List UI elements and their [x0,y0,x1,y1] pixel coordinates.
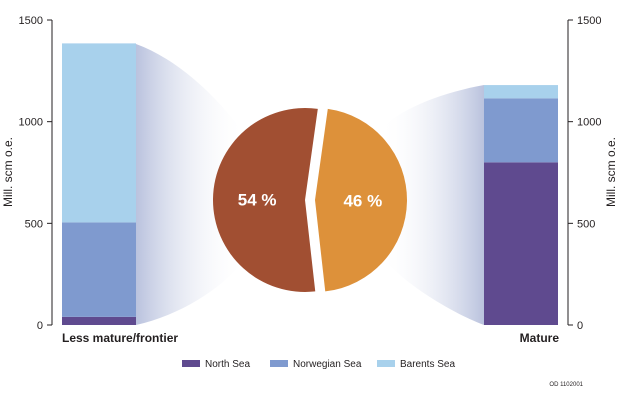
pie-label-54: 54 % [238,190,277,209]
tick-label-left: 500 [25,218,43,230]
bar-segment-norwegian-sea-mature [484,98,558,163]
y-axis-label-left: Mill. scm o.e. [1,137,15,207]
bar-segment-barents-sea-less-mature [62,43,136,223]
legend-label-norwegian-sea: Norwegian Sea [293,359,362,370]
bar-segment-north-sea-less-mature [62,316,136,325]
legend-swatch-norwegian-sea [270,360,288,367]
tick-label-right: 1500 [577,15,601,27]
pie-slice-54 [212,108,318,292]
category-label-right: Mature [520,331,560,345]
pie-label-46: 46 % [343,192,382,211]
tick-label-left: 1000 [19,117,43,129]
stacked-bars [62,43,558,325]
right-axis: 0 500 1000 1500 [567,15,601,332]
category-label-left: Less mature/frontier [62,331,178,345]
funnel-left [136,44,245,325]
pie: 54 % 46 % [212,108,407,292]
funnel-right [380,85,484,325]
bar-segment-norwegian-sea-less-mature [62,222,136,317]
bar-segment-north-sea-mature [484,162,558,325]
tick-label-left: 0 [37,320,43,332]
y-axis-label-right: Mill. scm o.e. [604,137,618,207]
figure-code: OD 1102001 [549,382,583,388]
legend-swatch-barents-sea [377,360,395,367]
legend-label-barents-sea: Barents Sea [400,359,455,370]
pie-slice-46 [315,108,407,292]
tick-label-right: 0 [577,320,583,332]
legend-label-north-sea: North Sea [205,359,250,370]
tick-label-right: 500 [577,218,595,230]
bar-segment-barents-sea-mature [484,85,558,99]
legend: North Sea Norwegian Sea Barents Sea [182,359,455,370]
tick-label-left: 1500 [19,15,43,27]
tick-label-right: 1000 [577,117,601,129]
legend-swatch-north-sea [182,360,200,367]
left-axis: 0 500 1000 1500 [19,15,53,332]
